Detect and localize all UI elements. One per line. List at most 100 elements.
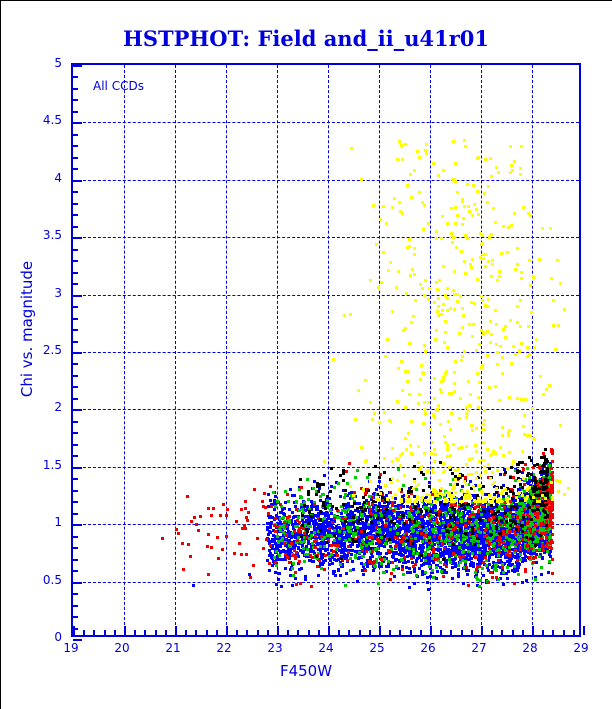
scatter-point xyxy=(336,534,340,538)
gridline-horizontal xyxy=(73,466,579,468)
scatter-point xyxy=(299,506,303,509)
scatter-point xyxy=(447,497,451,501)
scatter-point xyxy=(522,541,526,545)
scatter-point xyxy=(520,581,524,584)
scatter-point xyxy=(427,480,431,484)
scatter-point xyxy=(527,492,531,496)
scatter-point xyxy=(500,526,504,530)
scatter-point xyxy=(517,555,521,559)
gridline-vertical xyxy=(175,65,176,635)
scatter-point xyxy=(333,558,337,562)
gridline-horizontal xyxy=(73,409,579,411)
scatter-point xyxy=(462,582,466,586)
scatter-point xyxy=(400,535,404,539)
gridline-vertical xyxy=(277,65,278,635)
scatter-point xyxy=(480,515,484,519)
scatter-point xyxy=(303,575,307,579)
scatter-point xyxy=(484,578,488,582)
scatter-point xyxy=(287,529,291,533)
scatter-point xyxy=(330,561,334,565)
scatter-point xyxy=(482,514,486,518)
gridline-vertical xyxy=(226,65,227,635)
scatter-point xyxy=(548,552,552,556)
scatter-point xyxy=(324,537,328,541)
scatter-point xyxy=(502,504,506,508)
scatter-point xyxy=(343,547,347,551)
scatter-point xyxy=(450,534,454,538)
scatter-point xyxy=(292,500,296,504)
scatter-point xyxy=(287,551,291,555)
scatter-point xyxy=(437,540,441,544)
scatter-point xyxy=(324,505,328,509)
scatter-point xyxy=(476,569,480,573)
scatter-point xyxy=(308,520,312,524)
scatter-point xyxy=(444,518,448,522)
scatter-point xyxy=(461,567,465,571)
scatter-point xyxy=(473,550,477,554)
scatter-point xyxy=(285,538,289,542)
scatter-point xyxy=(361,572,365,576)
scatter-point xyxy=(342,489,346,493)
scatter-point xyxy=(342,521,346,525)
scatter-point xyxy=(378,480,382,484)
scatter-point xyxy=(349,553,353,557)
scatter-point xyxy=(380,505,384,509)
scatter-point xyxy=(324,558,328,562)
scatter-point xyxy=(412,570,416,574)
scatter-point xyxy=(372,562,376,566)
gridline-horizontal xyxy=(73,581,579,583)
gridline-vertical xyxy=(328,65,329,635)
scatter-point xyxy=(278,551,282,555)
scatter-point xyxy=(271,529,275,533)
scatter-point xyxy=(427,561,431,565)
scatter-point xyxy=(312,527,316,531)
scatter-point xyxy=(392,501,396,505)
scatter-point xyxy=(509,559,513,563)
scatter-point xyxy=(290,511,294,515)
scatter-point xyxy=(490,506,494,510)
scatter-point xyxy=(317,547,321,551)
gridline-horizontal xyxy=(73,179,579,181)
scatter-point xyxy=(484,553,488,557)
gridline-horizontal xyxy=(73,352,579,353)
scatter-point xyxy=(266,522,270,526)
scatter-point xyxy=(428,514,432,518)
scatter-point xyxy=(394,551,398,555)
scatter-point xyxy=(425,581,429,585)
scatter-point xyxy=(378,501,382,505)
scatter-point xyxy=(488,508,492,512)
scatter-point xyxy=(425,544,429,548)
scatter-point xyxy=(389,544,393,548)
plot-area: All CCDs xyxy=(71,63,585,641)
scatter-point xyxy=(457,497,461,501)
gridline-vertical xyxy=(481,65,482,635)
scatter-point xyxy=(299,567,303,571)
scatter-point xyxy=(518,496,522,500)
scatter-point xyxy=(521,544,525,548)
scatter-point xyxy=(515,568,519,572)
scatter-point xyxy=(486,569,490,573)
scatter-point xyxy=(341,549,345,553)
scatter-point xyxy=(475,562,479,566)
scatter-point xyxy=(491,561,495,565)
scatter-point xyxy=(465,573,469,577)
scatter-point xyxy=(272,518,276,522)
scatter-points-layer xyxy=(73,65,579,635)
scatter-point xyxy=(345,537,349,541)
scatter-point xyxy=(431,571,435,574)
scatter-point xyxy=(381,509,385,513)
scatter-point xyxy=(296,561,300,565)
scatter-point xyxy=(338,535,342,539)
scatter-point xyxy=(447,551,451,555)
scatter-point xyxy=(289,567,293,571)
scatter-point xyxy=(463,563,467,567)
scatter-point xyxy=(505,576,509,580)
scatter-point xyxy=(322,512,326,516)
scatter-point xyxy=(318,565,322,569)
scatter-point xyxy=(446,502,450,506)
gridline-vertical xyxy=(430,65,431,635)
scatter-point xyxy=(393,574,397,578)
scatter-point xyxy=(507,557,511,561)
scatter-point xyxy=(477,560,481,564)
scatter-point xyxy=(294,535,298,539)
